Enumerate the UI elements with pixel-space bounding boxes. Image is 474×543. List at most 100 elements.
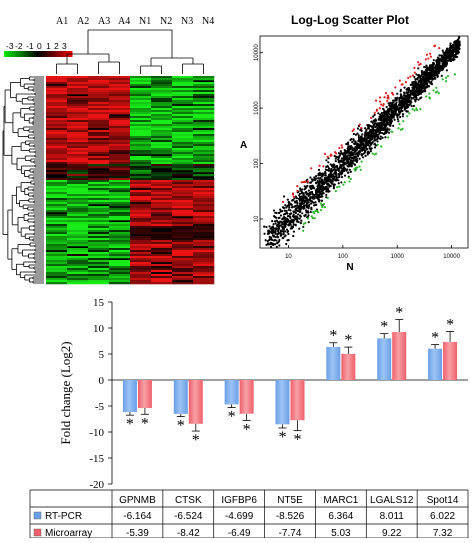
heatmap-cell: [46, 134, 68, 137]
scatter-point: [354, 153, 357, 156]
heatmap-cell: [193, 282, 215, 285]
scatter-point: [309, 181, 312, 184]
heatmap-cell: [193, 140, 215, 143]
heatmap-cell: [130, 236, 152, 239]
category-label: NT5E: [277, 495, 303, 506]
scatter-point-up: [341, 146, 344, 149]
heatmap-cell: [109, 150, 131, 153]
heatmap-cell: [109, 100, 131, 103]
scatter-point: [424, 77, 427, 80]
heatmap-cell: [109, 116, 131, 119]
scatter-point: [296, 216, 299, 219]
heatmap-cell: [109, 78, 131, 81]
scatter-point: [380, 112, 383, 115]
heatmap-cell: [172, 232, 194, 235]
scatter-point-down: [360, 160, 363, 163]
scale-label: 2: [54, 41, 59, 51]
heatmap-cell: [46, 172, 68, 175]
heatmap-cell: [151, 264, 173, 267]
scatter-point: [393, 107, 396, 110]
heatmap-cell: [46, 222, 68, 225]
scatter-point-up: [352, 128, 355, 131]
scatter-point: [377, 112, 380, 115]
heatmap-cell: [109, 262, 131, 265]
scatter-point-down: [444, 76, 448, 79]
significance-star: *: [141, 415, 149, 432]
heatmap-cell: [151, 158, 173, 161]
heatmap-cell: [109, 250, 131, 253]
scatter-point: [286, 217, 289, 220]
heatmap-cell: [172, 204, 194, 207]
scatter-point-up: [424, 58, 427, 61]
heatmap-cell: [109, 228, 131, 231]
heatmap-cell: [193, 202, 215, 205]
scatter-point: [345, 155, 348, 158]
scatter-point: [272, 209, 276, 212]
scatter-point: [340, 151, 343, 155]
scatter-point-up: [429, 52, 432, 55]
scatter-point: [356, 132, 359, 135]
scatter-point-up: [338, 146, 341, 150]
heatmap-cell: [151, 282, 173, 285]
scatter-point: [401, 115, 404, 118]
scatter-point: [343, 149, 346, 152]
scatter-point: [281, 237, 285, 240]
heatmap-cell: [67, 252, 89, 255]
heatmap-cell: [193, 218, 215, 221]
scatter-point: [270, 243, 274, 246]
heatmap-cell: [67, 228, 89, 231]
scatter-point: [335, 176, 338, 179]
scatter-point: [420, 96, 423, 99]
scatter-point: [302, 225, 305, 228]
scatter-point: [343, 168, 346, 171]
heatmap-cell: [193, 220, 215, 223]
heatmap-cell: [193, 186, 215, 189]
scatter-point: [337, 182, 340, 185]
heatmap-cell: [130, 174, 152, 177]
scatter-point: [455, 40, 459, 43]
heatmap-cell: [193, 100, 215, 103]
heatmap-cell: [88, 158, 110, 161]
heatmap-cell: [172, 274, 194, 277]
scatter-point-down: [320, 204, 323, 207]
scatter-point: [414, 78, 417, 81]
heatmap-cell: [46, 106, 68, 109]
scatter-point-down: [398, 123, 401, 126]
heatmap-cell: [88, 206, 110, 209]
heatmap-cell: [88, 108, 110, 111]
heatmap-cell: [88, 178, 110, 181]
heatmap-cell: [67, 264, 89, 267]
heatmap-cell: [67, 280, 89, 283]
scatter-point-down: [342, 183, 345, 186]
heatmap-cell: [193, 86, 215, 89]
scatter-point: [278, 238, 281, 242]
heatmap-cell: [109, 96, 131, 99]
heatmap-cell: [67, 172, 89, 175]
heatmap-cell: [193, 158, 215, 161]
category-label: Spot14: [427, 495, 459, 506]
scatter-point: [311, 187, 314, 190]
scatter-point-down: [323, 206, 327, 209]
heatmap-cell: [172, 100, 194, 103]
scatter-point: [269, 245, 273, 249]
heatmap-cell: [109, 162, 131, 165]
heatmap-cell: [151, 186, 173, 189]
scatter-point: [355, 155, 358, 158]
scatter-point-up: [296, 189, 299, 192]
heatmap-cell: [88, 196, 110, 199]
scatter-point: [265, 225, 268, 229]
heatmap-cell: [46, 268, 68, 271]
scatter-point: [435, 73, 439, 76]
scatter-point: [290, 206, 294, 209]
colorbar-swatch: [62, 51, 65, 57]
heatmap-cell: [193, 276, 215, 279]
heatmap-cell: [151, 278, 173, 281]
scatter-point: [337, 156, 340, 160]
y-tick-label: 100: [254, 158, 260, 169]
scatter-point: [322, 182, 325, 186]
heatmap-cell: [130, 222, 152, 225]
heatmap-cell: [67, 116, 89, 119]
heatmap-cell: [88, 156, 110, 159]
heatmap-cell: [151, 78, 173, 81]
scatter-point: [397, 113, 400, 116]
